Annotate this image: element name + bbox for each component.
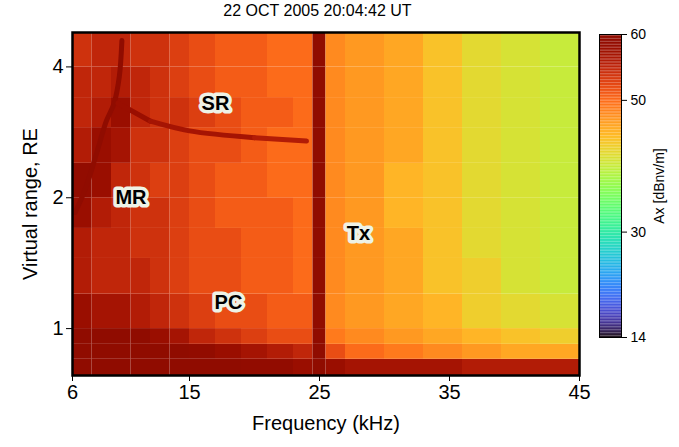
svg-text:15: 15 [178, 381, 200, 403]
svg-text:6: 6 [67, 381, 78, 403]
svg-text:PC: PC [215, 291, 243, 313]
svg-text:60: 60 [631, 26, 647, 42]
svg-text:Virtual range, RE: Virtual range, RE [19, 128, 41, 280]
svg-text:35: 35 [438, 381, 460, 403]
svg-text:14: 14 [631, 329, 647, 345]
svg-text:Frequency (kHz): Frequency (kHz) [252, 412, 400, 434]
svg-text:SR: SR [202, 92, 230, 114]
svg-text:45: 45 [568, 381, 590, 403]
svg-text:50: 50 [631, 92, 647, 108]
html-text:22 OCT 2005 20:04:42 UT: 22 OCT 2005 20:04:42 UT [223, 2, 412, 19]
svg-text:Ax [dBnv/m]: Ax [dBnv/m] [651, 148, 667, 223]
svg-text:4: 4 [52, 55, 63, 77]
svg-text:30: 30 [631, 224, 647, 240]
svg-text:25: 25 [308, 381, 330, 403]
svg-text:2: 2 [52, 186, 63, 208]
svg-text:1: 1 [52, 317, 63, 339]
svg-text:Tx: Tx [347, 222, 370, 244]
svg-text:MR: MR [115, 186, 147, 208]
